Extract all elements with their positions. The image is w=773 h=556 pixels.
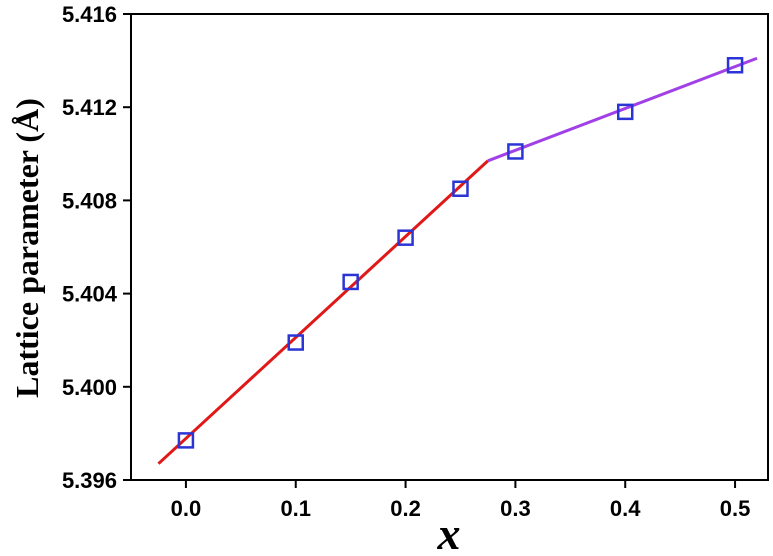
x-tick-label-5: 0.5: [720, 496, 751, 521]
fit-line-1: [487, 56, 758, 163]
data-point-6: [616, 103, 634, 121]
y-tick-label-0: 5.396: [62, 468, 117, 493]
fit-line-0: [157, 159, 489, 465]
fit-lines: [157, 56, 758, 465]
x-tick-label-4: 0.4: [610, 496, 641, 521]
axis-ticks: 0.0 0.1 0.2 0.3 0.4 0.5 5.396 5.400 5.404 5.408 5.…: [62, 2, 750, 521]
data-point-7: [726, 57, 744, 74]
x-tick-label-0: 0.0: [171, 496, 202, 521]
data-points: [177, 57, 744, 449]
x-tick-label-3: 0.3: [500, 496, 531, 521]
data-point-2: [342, 273, 359, 291]
data-point-3: [397, 229, 414, 246]
y-axis-label: Lattice parameter (Å): [9, 98, 45, 398]
data-point-1: [287, 334, 304, 351]
y-tick-label-1: 5.400: [62, 375, 117, 400]
y-tick-label-5: 5.416: [62, 2, 117, 27]
y-tick-label-3: 5.408: [62, 188, 117, 213]
y-tick-label-2: 5.404: [62, 282, 118, 307]
x-tick-label-2: 0.2: [390, 496, 421, 521]
data-point-4: [452, 180, 469, 197]
x-axis-label: x: [437, 508, 461, 556]
plot-frame: [130, 13, 769, 481]
data-point-5: [507, 143, 524, 160]
y-tick-label-4: 5.412: [62, 95, 117, 120]
data-point-0: [177, 432, 195, 449]
x-tick-label-1: 0.1: [280, 496, 311, 521]
